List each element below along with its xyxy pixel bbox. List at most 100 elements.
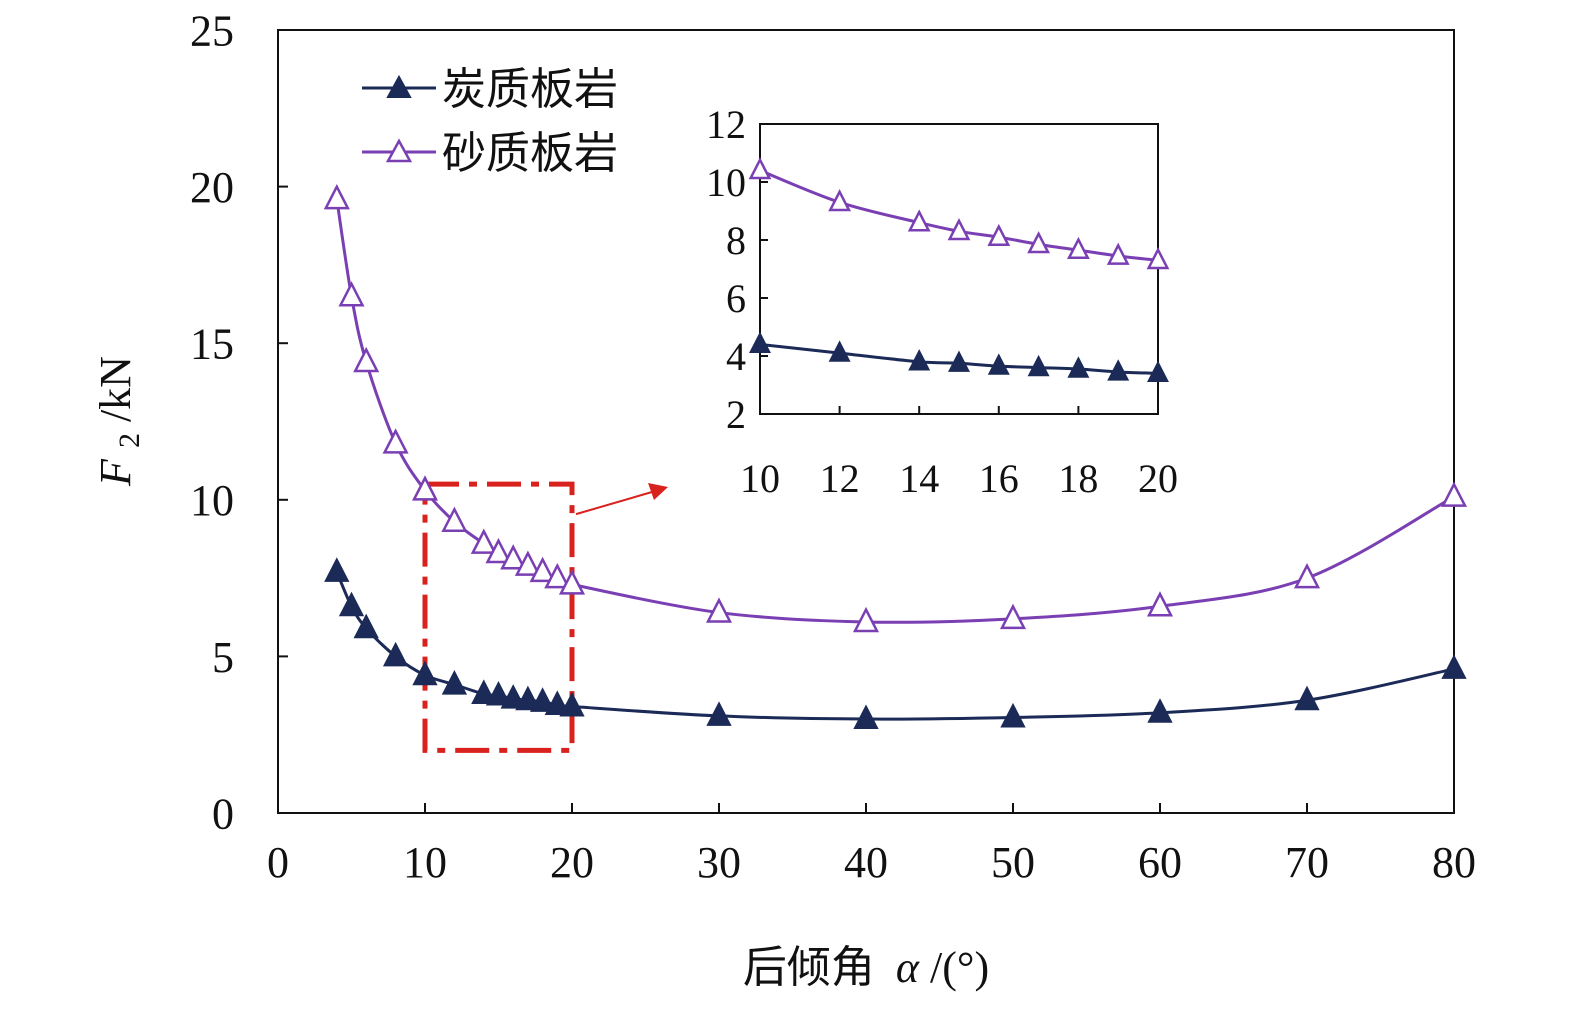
hollow-triangle-marker xyxy=(411,475,439,501)
hollow-triangle-marker xyxy=(338,281,365,307)
filled-triangle-marker xyxy=(706,701,732,726)
x-axis-title-cn: 后倾角 xyxy=(743,943,875,992)
hollow-triangle-marker xyxy=(705,597,733,623)
x-tick-label: 70 xyxy=(1285,838,1329,887)
x-tick-label: 20 xyxy=(1138,456,1178,501)
filled-triangle-marker xyxy=(1107,359,1130,381)
filled-triangle-marker xyxy=(353,613,379,639)
hollow-triangle-marker xyxy=(1146,591,1174,617)
filled-triangle-marker xyxy=(515,685,541,711)
inset-axis-ticks xyxy=(759,123,1159,415)
hollow-triangle-marker xyxy=(514,550,541,576)
x-tick-label: 18 xyxy=(1058,456,1098,501)
x-tick-label: 12 xyxy=(820,456,860,501)
filled-triangle-marker xyxy=(1027,354,1050,377)
hollow-triangle-marker xyxy=(1293,562,1321,589)
filled-triangle-marker xyxy=(749,331,771,354)
x-tick-label: 20 xyxy=(550,838,594,887)
filled-triangle-marker xyxy=(1067,356,1090,378)
legend-item-carbonaceous: 炭质板岩 xyxy=(362,65,618,114)
filled-triangle-marker xyxy=(529,687,556,712)
hollow-triangle-marker xyxy=(558,569,586,595)
hollow-triangle-marker xyxy=(500,544,527,570)
hollow-triangle-marker xyxy=(852,606,880,633)
filled-triangle-marker xyxy=(559,691,585,717)
filled-triangle-marker xyxy=(544,690,570,715)
y-tick-label: 25 xyxy=(190,6,234,55)
filled-triangle-marker xyxy=(412,660,438,686)
hollow-triangle-marker xyxy=(1027,231,1050,254)
filled-triangle-marker xyxy=(471,679,497,704)
zoom-arrow-line xyxy=(575,491,653,516)
hollow-triangle-marker xyxy=(1067,236,1090,260)
hollow-triangle-marker xyxy=(323,183,350,210)
hollow-triangle-marker xyxy=(1440,481,1468,507)
legend-item-sandy: 砂质板岩 xyxy=(362,129,618,178)
x-tick-label: 50 xyxy=(991,838,1035,887)
legend-label-sandy: 砂质板岩 xyxy=(442,129,618,178)
x-tick-label: 10 xyxy=(740,456,780,501)
filled-triangle-marker xyxy=(828,340,851,362)
filled-triangle-marker xyxy=(1441,654,1467,679)
hollow-triangle-marker xyxy=(907,209,931,232)
filled-triangle-marker xyxy=(1147,360,1169,383)
main-axis-ticks xyxy=(277,29,1455,814)
x-axis-title-unit: /(°) xyxy=(930,943,989,992)
y-tick-label: 12 xyxy=(706,102,746,147)
x-tick-label: 10 xyxy=(403,838,447,887)
inset-tick-labels: 10 12 14 16 18 20 2 4 6 8 10 12 xyxy=(706,102,1178,501)
legend-marker-filled-triangle-icon xyxy=(386,74,412,98)
x-tick-label: 60 xyxy=(1138,838,1182,887)
y-tick-label: 10 xyxy=(190,476,234,525)
hollow-triangle-marker xyxy=(470,528,497,554)
legend-marker-hollow-triangle-icon xyxy=(385,138,413,163)
filled-triangle-marker xyxy=(338,591,365,617)
hollow-triangle-marker xyxy=(1106,242,1130,265)
zoom-region-box xyxy=(422,481,575,753)
y-axis-title-unit: /kN xyxy=(91,356,140,422)
x-axis-title: 后倾角 α /(°) xyxy=(743,943,989,992)
filled-triangle-marker xyxy=(1294,685,1320,711)
filled-triangle-marker xyxy=(324,557,350,582)
hollow-triangle-marker xyxy=(1146,247,1170,270)
x-tick-label: 30 xyxy=(697,838,741,887)
y-axis-title-subscript: 2 xyxy=(113,433,146,448)
filled-triangle-marker xyxy=(1000,702,1026,728)
y-tick-label: 6 xyxy=(726,276,746,321)
filled-triangle-marker xyxy=(948,350,970,372)
zoom-indicator xyxy=(422,481,668,753)
x-tick-label: 0 xyxy=(267,838,289,887)
filled-triangle-marker xyxy=(500,684,526,709)
y-tick-label: 10 xyxy=(706,160,746,205)
filled-triangle-marker xyxy=(441,670,468,695)
filled-triangle-marker xyxy=(908,349,931,371)
hollow-triangle-marker xyxy=(485,537,512,564)
x-tick-label: 40 xyxy=(844,838,888,887)
main-tick-labels: 0 10 20 30 40 50 60 70 80 0 5 10 15 20 25 xyxy=(190,6,1476,887)
y-tick-label: 5 xyxy=(212,633,234,682)
x-axis-title-symbol: α xyxy=(896,943,920,992)
hollow-triangle-marker xyxy=(748,157,772,180)
hollow-triangle-marker xyxy=(828,189,851,212)
x-tick-label: 16 xyxy=(979,456,1019,501)
x-tick-label: 80 xyxy=(1432,838,1476,887)
hollow-triangle-marker xyxy=(353,346,380,373)
zoom-arrow-head-icon xyxy=(648,483,668,500)
inset-plot-frame xyxy=(759,123,1159,415)
y-tick-label: 4 xyxy=(726,334,746,379)
y-tick-label: 2 xyxy=(726,392,746,437)
hollow-triangle-marker xyxy=(999,603,1027,630)
main-series-group xyxy=(323,183,1468,730)
hollow-triangle-marker xyxy=(987,223,1011,246)
filled-triangle-marker xyxy=(987,353,1010,375)
filled-triangle-marker xyxy=(853,704,879,730)
hollow-triangle-marker xyxy=(947,218,971,241)
legend: 炭质板岩 砂质板岩 xyxy=(362,65,618,178)
y-tick-label: 15 xyxy=(190,320,234,369)
x-tick-label: 14 xyxy=(899,456,939,501)
filled-triangle-marker xyxy=(382,641,409,667)
y-tick-label: 20 xyxy=(190,163,234,212)
y-axis-title-symbol: F xyxy=(91,458,140,487)
